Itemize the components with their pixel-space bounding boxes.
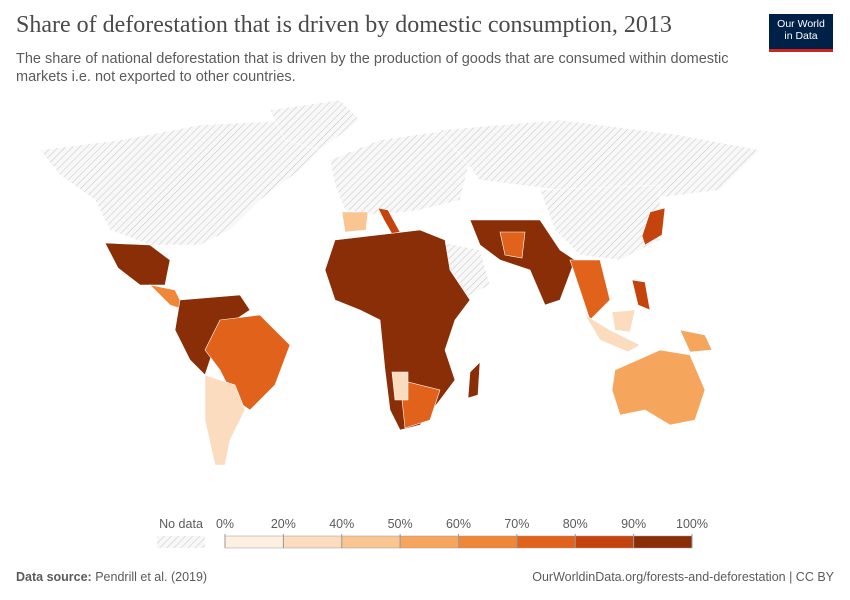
legend-tick-label: 90%	[621, 517, 646, 531]
legend-bin	[224, 535, 284, 549]
country[interactable]	[679, 329, 713, 353]
no-data-label: No data	[159, 517, 203, 531]
country[interactable]	[104, 242, 171, 286]
legend-tick-label: 60%	[446, 517, 471, 531]
no-data-region[interactable]	[269, 99, 361, 151]
country[interactable]	[467, 361, 481, 399]
country[interactable]	[611, 349, 706, 426]
no-data-region[interactable]	[329, 129, 471, 216]
no-data-region[interactable]	[539, 184, 661, 261]
logo[interactable]: Our World in Data	[769, 14, 833, 52]
logo-line: Our World	[777, 18, 825, 30]
source-text: Pendrill et al. (2019)	[95, 570, 208, 584]
legend-bin	[575, 535, 634, 549]
country[interactable]	[631, 279, 651, 311]
title: Share of deforestation that is driven by…	[16, 12, 672, 38]
country[interactable]	[641, 207, 666, 246]
country[interactable]	[204, 374, 246, 466]
no-data-swatch	[157, 536, 205, 548]
country[interactable]	[204, 314, 291, 411]
country[interactable]	[341, 211, 369, 233]
url[interactable]: OurWorldinData.org/forests-and-deforesta…	[532, 570, 834, 584]
country[interactable]	[611, 309, 636, 333]
legend-tick-label: 70%	[504, 517, 529, 531]
legend-tick-label: 80%	[563, 517, 588, 531]
legend-tick-label: 100%	[676, 517, 708, 531]
legend-bin	[399, 535, 459, 549]
country[interactable]	[391, 371, 409, 401]
no-data-region[interactable]	[39, 119, 331, 246]
legend-tick-label: 50%	[388, 517, 413, 531]
legend-bin	[516, 535, 576, 549]
no-data-region[interactable]	[439, 119, 761, 201]
legend-bin	[458, 535, 518, 549]
legend-bin	[633, 535, 693, 549]
legend-bin	[341, 535, 401, 549]
source: Data source: Pendrill et al. (2019)	[16, 570, 207, 584]
country[interactable]	[499, 231, 526, 259]
source-label: Data source:	[16, 570, 92, 584]
country[interactable]	[399, 379, 441, 429]
legend-tick-label: 20%	[271, 517, 296, 531]
legend-bin	[283, 535, 342, 549]
country[interactable]	[469, 219, 576, 306]
subtitle: The share of national deforestation that…	[16, 51, 729, 85]
country[interactable]	[569, 259, 611, 321]
countries	[39, 99, 761, 466]
legend-tick-label: 40%	[329, 517, 354, 531]
legend: No data 0% 20% 40% 50% 60% 70% 80% 90% 100%	[157, 517, 708, 549]
legend-tick-label: 0%	[216, 517, 234, 531]
logo-line: in Data	[784, 30, 818, 42]
country[interactable]	[584, 314, 641, 353]
